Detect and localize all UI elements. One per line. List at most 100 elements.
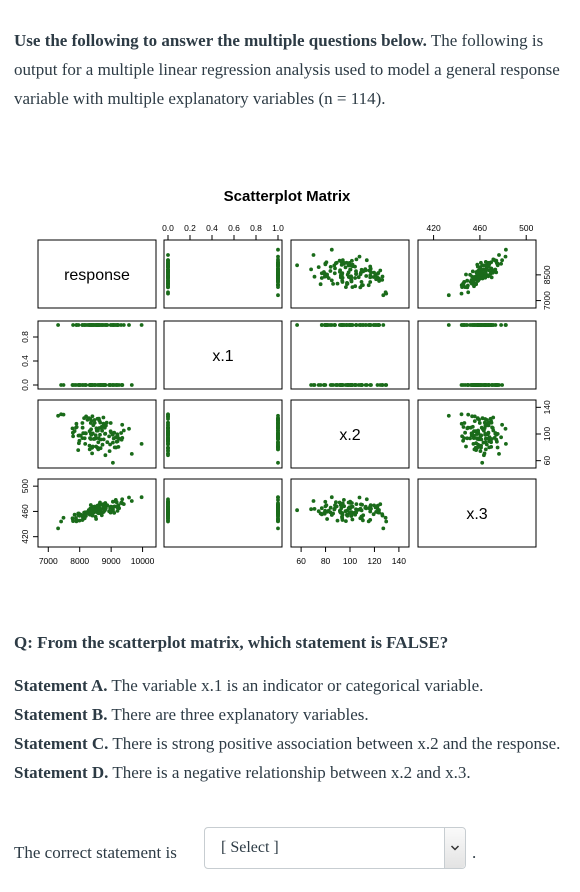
data-point — [465, 436, 470, 441]
data-point — [499, 323, 503, 327]
axis-tick-label: 460 — [20, 504, 30, 518]
data-point — [470, 424, 475, 429]
data-point — [322, 271, 327, 276]
data-point — [354, 257, 359, 262]
data-point — [101, 502, 106, 507]
data-point — [354, 271, 359, 276]
data-point — [323, 323, 327, 327]
data-point — [166, 426, 170, 431]
data-point — [465, 285, 470, 290]
answer-row: The correct statement is [ Select ] . — [14, 827, 570, 871]
data-point — [101, 415, 106, 420]
data-point — [107, 434, 111, 439]
data-point — [486, 323, 491, 327]
data-point — [368, 280, 373, 284]
data-point — [331, 282, 335, 286]
data-point — [91, 423, 96, 428]
data-point — [358, 272, 363, 277]
data-point — [482, 451, 487, 456]
intro-bold: Use the following to answer the multiple… — [14, 31, 427, 50]
data-point — [345, 383, 350, 387]
data-point — [474, 282, 478, 286]
data-point — [139, 442, 144, 446]
data-point — [166, 272, 170, 277]
data-point — [358, 516, 363, 521]
data-point — [276, 424, 280, 429]
data-point — [383, 290, 388, 295]
data-point — [372, 503, 376, 508]
data-point — [97, 416, 101, 421]
data-point — [358, 285, 363, 290]
data-point — [338, 508, 342, 513]
data-point — [479, 437, 484, 442]
scatterplot-matrix-figure: Scatterplot Matrix response x.1 x.2 x.3 0.0 0.… — [0, 176, 580, 596]
data-point — [461, 383, 465, 387]
chevron-down-icon[interactable] — [444, 828, 465, 868]
data-point — [349, 513, 354, 518]
axis-tick-label: 7000 — [542, 291, 552, 310]
data-point — [319, 323, 324, 327]
data-point — [166, 412, 170, 417]
data-point — [93, 436, 98, 441]
data-point — [491, 268, 496, 273]
data-point — [504, 323, 508, 327]
data-point — [84, 414, 88, 419]
data-point — [349, 279, 354, 284]
data-point — [328, 505, 333, 510]
answer-select[interactable]: [ Select ] — [204, 827, 466, 869]
data-point — [466, 290, 471, 295]
data-point — [70, 383, 75, 387]
data-point — [381, 293, 386, 298]
data-point — [83, 513, 88, 517]
axis-tick-label: 7000 — [39, 556, 58, 566]
axis-tick-label: 9000 — [102, 556, 121, 566]
data-point — [483, 260, 488, 264]
statement-b: Statement B. There are three explanatory… — [14, 705, 369, 724]
data-point — [87, 443, 92, 448]
data-point — [357, 254, 362, 259]
data-point — [94, 517, 98, 521]
data-point — [99, 425, 104, 430]
data-point — [462, 280, 466, 284]
data-point — [475, 446, 479, 450]
data-point — [104, 420, 109, 425]
data-point — [276, 280, 280, 284]
data-point — [87, 447, 92, 452]
data-point — [475, 383, 479, 387]
data-point — [354, 510, 359, 515]
data-point — [83, 442, 88, 446]
data-point — [276, 518, 280, 522]
axis-tick-label: 100 — [343, 556, 357, 566]
data-point — [368, 275, 373, 280]
data-point — [471, 278, 476, 283]
data-point — [495, 261, 499, 266]
data-point — [276, 261, 280, 265]
data-point — [96, 506, 101, 511]
data-point — [108, 510, 113, 515]
data-point — [74, 421, 79, 426]
data-point — [90, 414, 95, 419]
data-point — [72, 512, 77, 517]
data-point — [112, 511, 117, 515]
axis-tick-label: 1.0 — [272, 223, 284, 233]
data-point — [489, 275, 494, 280]
data-point — [328, 265, 333, 269]
data-point — [466, 412, 471, 417]
data-point — [475, 416, 480, 421]
data-point — [464, 272, 468, 277]
data-point — [476, 323, 480, 327]
data-point — [348, 267, 353, 272]
data-point — [80, 518, 85, 522]
axis-tick-label: 100 — [542, 427, 552, 441]
data-point — [276, 416, 280, 421]
scatterplot-matrix: Scatterplot Matrix response x.1 x.2 x.3 0.0 0.… — [20, 188, 552, 566]
data-point — [166, 261, 170, 266]
data-point — [108, 383, 112, 387]
data-point — [88, 437, 93, 441]
data-point — [276, 421, 280, 425]
axis-tick-label: 420 — [20, 529, 30, 543]
axis-tick-label: 10000 — [131, 556, 155, 566]
data-point — [342, 261, 346, 265]
data-point — [276, 254, 280, 259]
data-point — [276, 504, 280, 509]
